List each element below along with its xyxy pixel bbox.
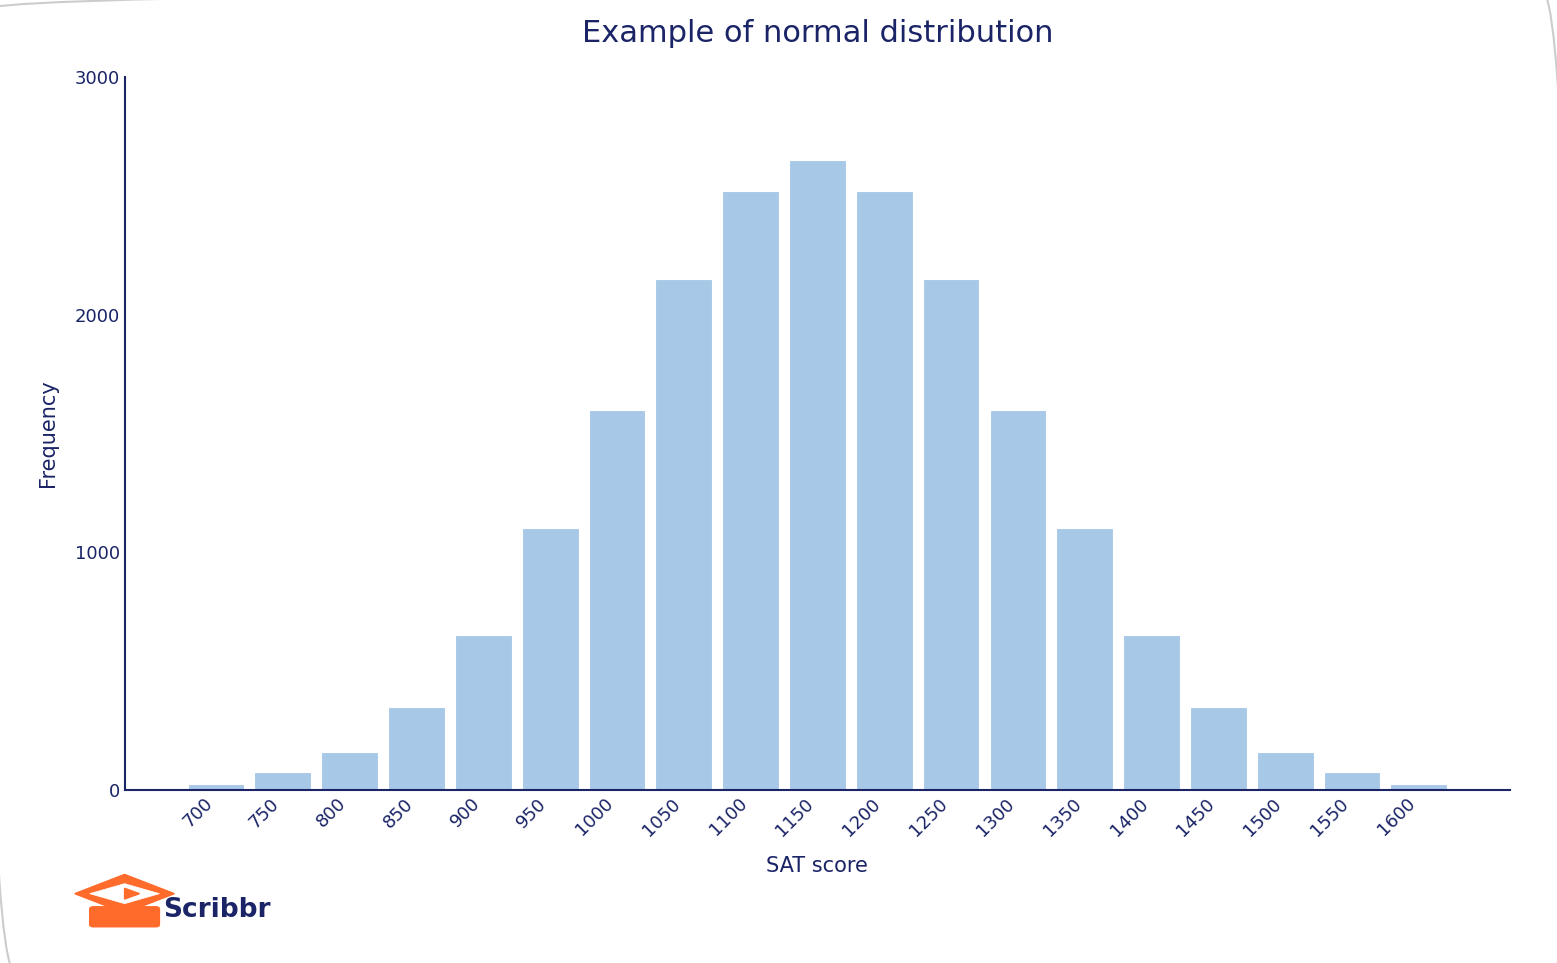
Bar <box>990 409 1046 790</box>
X-axis label: SAT score: SAT score <box>766 856 869 876</box>
Bar <box>254 771 311 790</box>
Bar <box>1390 784 1448 790</box>
Polygon shape <box>75 874 174 913</box>
Bar <box>1056 529 1113 790</box>
Y-axis label: Frequency: Frequency <box>37 379 58 487</box>
FancyBboxPatch shape <box>90 907 159 926</box>
Text: Scribbr: Scribbr <box>163 898 271 923</box>
Bar <box>722 191 778 790</box>
Bar <box>789 160 845 790</box>
Title: Example of normal distribution: Example of normal distribution <box>582 19 1053 48</box>
Bar <box>1256 752 1314 790</box>
Bar <box>589 409 645 790</box>
Bar <box>1323 771 1381 790</box>
Bar <box>923 279 979 790</box>
Bar <box>856 191 912 790</box>
Bar <box>388 707 445 790</box>
Bar <box>1190 707 1247 790</box>
Bar <box>1123 636 1180 790</box>
Bar <box>522 529 579 790</box>
Bar <box>655 279 712 790</box>
Bar <box>187 784 244 790</box>
Polygon shape <box>125 888 140 899</box>
Polygon shape <box>90 884 159 903</box>
Bar <box>455 636 512 790</box>
Bar <box>321 752 378 790</box>
